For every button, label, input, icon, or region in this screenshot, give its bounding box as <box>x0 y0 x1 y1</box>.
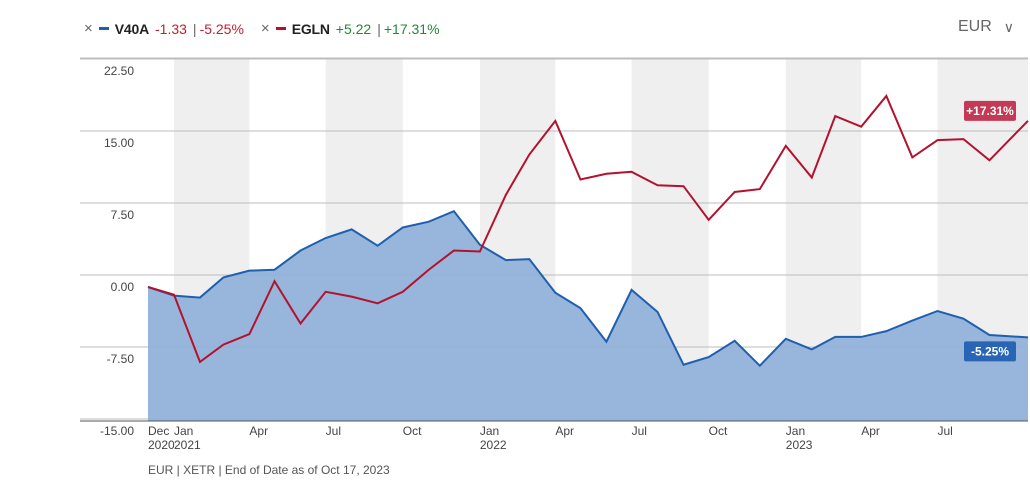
x-tick-label: Apr <box>861 424 880 438</box>
x-tick-label: Jan <box>174 424 193 438</box>
egln-ticker: EGLN <box>291 20 330 37</box>
v40a-end-label-text: -5.25% <box>971 344 1009 358</box>
y-tick-label: 15.00 <box>104 136 134 150</box>
y-tick-label: -15.00 <box>100 424 134 438</box>
v40a-end-label: -5.25% <box>964 341 1016 362</box>
x-tick-label: Jan <box>786 424 805 438</box>
v40a-end-label-bg <box>964 341 1016 362</box>
y-tick-label: 22.50 <box>104 64 134 78</box>
v40a-separator: | <box>192 20 197 37</box>
v40a-area <box>148 211 1028 421</box>
x-tick-label: Jul <box>326 424 341 438</box>
x-tick-year-label: 2021 <box>174 438 201 452</box>
x-tick-label: Oct <box>709 424 728 438</box>
legend: × V40A -1.33 | -5.25% × EGLN +5.22 | +17… <box>84 20 457 37</box>
v40a-line <box>147 209 1029 368</box>
v40a-swatch <box>98 27 109 30</box>
x-tick-label: Apr <box>249 424 268 438</box>
egln-swatch <box>275 27 286 30</box>
x-tick-label: Jul <box>937 424 952 438</box>
legend-item-egln: × EGLN +5.22 | +17.31% <box>261 20 443 37</box>
x-tick-label: Jul <box>632 424 647 438</box>
egln-end-label: +17.31% <box>964 100 1016 121</box>
x-tick-year-label: 2022 <box>480 438 507 452</box>
x-tick-label: Dec <box>148 424 169 438</box>
egln-end-label-text: +17.31% <box>966 104 1014 118</box>
legend-item-v40a: × V40A -1.33 | -5.25% <box>84 20 247 37</box>
currency-dropdown[interactable]: EUR ∨ <box>958 18 1014 36</box>
x-tick-label: Oct <box>403 424 422 438</box>
currency-label: EUR <box>957 18 992 35</box>
v40a-change: -1.33 <box>155 20 187 37</box>
remove-v40a-icon[interactable]: × <box>84 20 93 37</box>
egln-change: +5.22 <box>335 20 372 37</box>
y-tick-label: 0.00 <box>111 280 135 294</box>
y-tick-label: -7.50 <box>107 352 135 366</box>
v40a-pct: -5.25% <box>199 20 244 37</box>
chevron-down-icon: ∨ <box>1003 18 1014 35</box>
chart-footnote: EUR | XETR | End of Date as of Oct 17, 2… <box>148 463 390 477</box>
egln-pct: +17.31% <box>383 20 440 37</box>
egln-line <box>147 94 1029 364</box>
x-tick-year-label: 2020 <box>148 438 175 452</box>
x-tick-year-label: 2023 <box>786 438 813 452</box>
x-tick-label: Jan <box>480 424 499 438</box>
x-tick-label: Apr <box>555 424 574 438</box>
egln-end-label-bg <box>964 100 1016 121</box>
y-tick-label: 7.50 <box>111 208 135 222</box>
egln-separator: | <box>377 20 381 37</box>
remove-egln-icon[interactable]: × <box>260 20 270 37</box>
v40a-ticker: V40A <box>114 20 149 37</box>
